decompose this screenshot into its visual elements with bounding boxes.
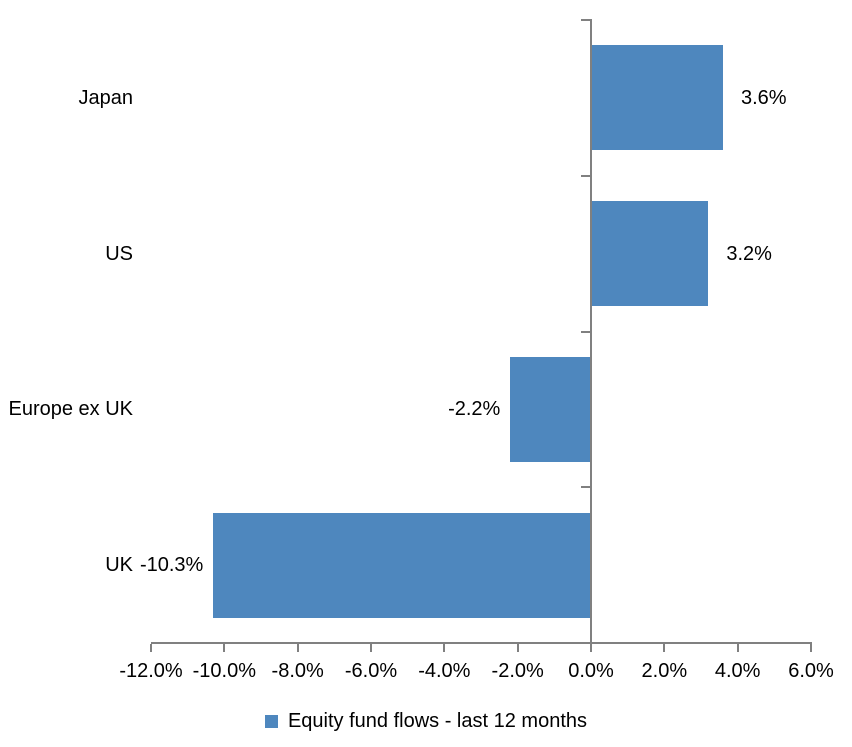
x-tick-label: 4.0% xyxy=(714,660,761,682)
bar-japan xyxy=(591,45,723,151)
x-axis-tick xyxy=(223,644,226,652)
y-axis-tick xyxy=(581,19,590,21)
category-label: Europe ex UK xyxy=(8,398,133,421)
y-axis-tick xyxy=(581,486,590,489)
category-label: Japan xyxy=(78,86,134,109)
x-tick-label: 6.0% xyxy=(788,660,834,682)
x-axis-line xyxy=(151,642,812,644)
category-label: UK xyxy=(105,554,133,577)
x-tick-label: -12.0% xyxy=(119,660,183,682)
data-label: -2.2% xyxy=(448,398,501,421)
x-axis-tick xyxy=(296,644,299,652)
x-tick-label: -8.0% xyxy=(271,660,324,682)
legend-label: Equity fund flows - last 12 months xyxy=(287,709,588,732)
y-axis-tick xyxy=(581,330,590,333)
data-label: -10.3% xyxy=(139,554,204,577)
x-axis-tick xyxy=(810,644,812,652)
x-axis-tick xyxy=(516,644,519,652)
bar-us xyxy=(591,201,709,307)
y-axis-tick xyxy=(581,174,590,177)
data-label: 3.6% xyxy=(741,86,787,109)
x-tick-label: -2.0% xyxy=(491,660,544,682)
x-axis-tick xyxy=(736,644,739,652)
x-tick-label: -6.0% xyxy=(344,660,398,682)
x-tick-label: 0.0% xyxy=(568,660,614,682)
legend: Equity fund flows - last 12 months xyxy=(0,706,852,736)
bar-uk xyxy=(213,512,591,618)
x-tick-label: 2.0% xyxy=(641,660,688,682)
legend-marker-icon xyxy=(264,714,278,728)
x-axis-tick xyxy=(370,644,372,652)
x-axis-tick xyxy=(590,644,592,652)
y-axis-line xyxy=(590,19,592,643)
bar-europe-ex-uk xyxy=(510,356,591,462)
x-tick-label: -10.0% xyxy=(192,660,257,682)
data-label: 3.2% xyxy=(726,242,772,265)
x-axis-tick xyxy=(443,644,446,652)
x-tick-label: -4.0% xyxy=(418,660,471,682)
x-axis-tick xyxy=(150,644,152,652)
x-axis-tick xyxy=(663,644,666,652)
category-label: US xyxy=(105,242,133,265)
